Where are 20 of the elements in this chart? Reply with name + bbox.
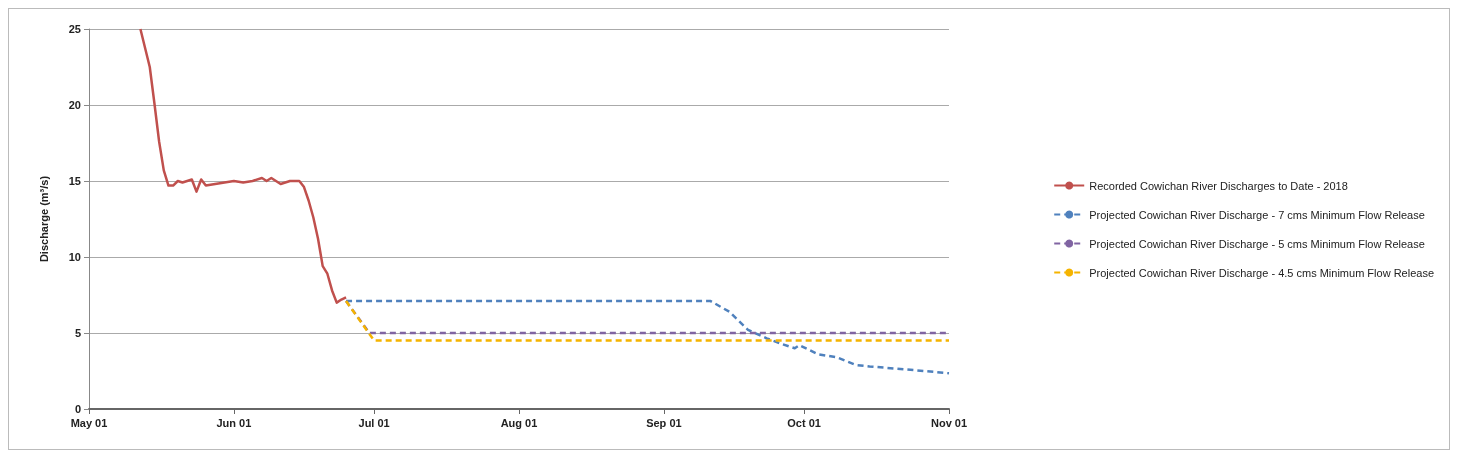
y-tick-label: 25 xyxy=(68,23,81,35)
legend-label: Projected Cowichan River Discharge - 5 cms Minimum Flow Release xyxy=(1089,237,1425,250)
y-axis-title: Discharge (m³/s) xyxy=(37,175,50,263)
x-tick-label: Aug 01 xyxy=(500,416,538,429)
x-tick-label: Sep 01 xyxy=(646,416,682,429)
y-tick-label: 20 xyxy=(68,99,81,111)
x-tick-label: Jun 01 xyxy=(216,416,252,429)
legend-label: Projected Cowichan River Discharge - 4.5 cms Minimum Flow Release xyxy=(1089,266,1434,279)
y-tick-label: 15 xyxy=(68,175,81,187)
x-tick-label: Nov 01 xyxy=(930,416,968,429)
x-tick-label: Jul 01 xyxy=(358,416,390,429)
x-tick-label: Oct 01 xyxy=(787,416,821,429)
line-series xyxy=(139,27,348,304)
y-tick-label: 10 xyxy=(68,251,81,263)
y-tick-label: 5 xyxy=(74,327,81,339)
line-series xyxy=(344,299,951,375)
x-tick-label: May 01 xyxy=(70,416,108,429)
legend-label: Recorded Cowichan River Discharges to Date - 2018 xyxy=(1089,179,1348,192)
legend-label: Projected Cowichan River Discharge - 7 cms Minimum Flow Release xyxy=(1089,208,1425,221)
y-tick-label: 0 xyxy=(74,403,81,415)
